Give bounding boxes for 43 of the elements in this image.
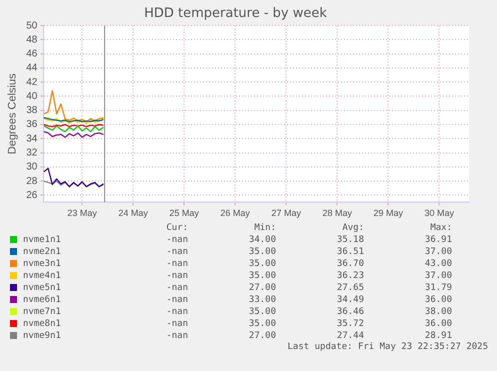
legend-label: nvme8n1 [22,318,62,330]
legend-label: nvme4n1 [22,270,62,282]
text: -nan 27.00 27.44 28.91 [166,331,452,341]
x-tick-label: 28 May [322,208,352,218]
x-tick-label: 30 May [424,208,454,218]
y-tick-label: 42 [26,76,38,88]
x-tick-label: 24 May [118,208,148,218]
y-tick-label: 34 [26,133,38,144]
legend-label: nvme1n1 [22,234,62,246]
x-tick-label: 26 May [220,208,250,218]
legend-label: nvme6n1 [22,294,62,306]
text: Last update: Fri May 23 22:35:27 2025 [286,342,488,352]
y-tick-label: 48 [26,34,38,46]
text: Cur: Min: Avg: Max: [166,223,452,233]
text: -nan 35.00 36.70 43.00 [166,259,452,269]
y-tick-label: 46 [26,48,38,60]
y-tick-label: 30 [26,162,38,173]
chart-title: HDD temperature - by week [144,6,328,22]
y-axis-title: Degrees Celsius [6,73,19,154]
text: -nan 34.00 35.18 36.91 [166,235,452,245]
y-tick-label: 36 [26,119,38,130]
legend-label: nvme5n1 [22,282,62,294]
legend-label: nvme2n1 [22,246,62,258]
legend-label: nvme9n1 [22,330,62,342]
y-tick-label: 32 [26,148,38,158]
text: -nan 35.00 36.46 38.00 [166,307,452,317]
y-tick-label: 28 [26,176,38,187]
text: -nan 35.00 36.51 37.00 [166,247,452,257]
x-tick-label: 23 May [67,208,98,218]
text: -nan 27.00 27.65 31.79 [166,283,452,293]
text: -nan 35.00 35.72 36.00 [166,319,452,329]
y-tick-label: 26 [26,190,38,201]
x-tick-label: 29 May [373,208,404,218]
text: -nan 35.00 36.23 37.00 [166,271,452,281]
y-tick-label: 50 [26,20,38,32]
y-tick-label: 40 [26,90,38,102]
y-tick-label: 44 [26,62,38,74]
y-tick-label: 38 [26,105,38,116]
legend-label: nvme7n1 [22,306,62,318]
text: -nan 33.00 34.49 36.00 [166,295,452,305]
x-tick-label: 27 May [271,208,302,218]
legend-label: nvme3n1 [22,258,62,270]
x-tick-label: 25 May [169,208,200,218]
